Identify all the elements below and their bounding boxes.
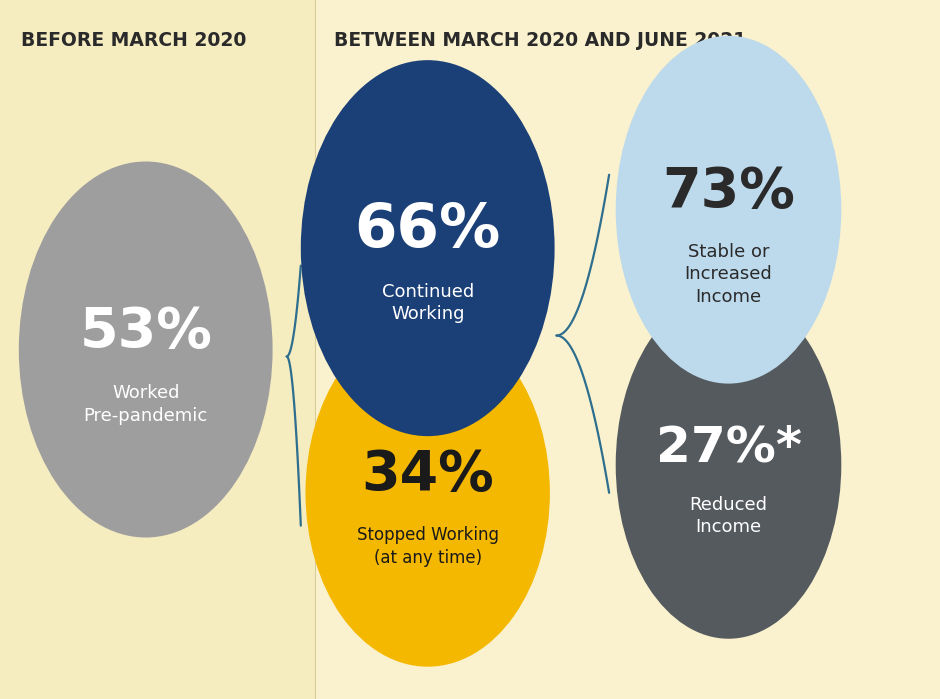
Text: Stable or
Increased
Income: Stable or Increased Income [684,243,773,305]
Ellipse shape [616,291,841,639]
Text: BEFORE MARCH 2020: BEFORE MARCH 2020 [21,31,246,50]
Ellipse shape [301,60,555,436]
Text: Reduced
Income: Reduced Income [690,496,767,537]
Text: 34%: 34% [361,448,494,503]
Text: 66%: 66% [354,201,501,260]
Text: Continued
Working: Continued Working [382,283,474,324]
Ellipse shape [306,319,550,667]
Ellipse shape [19,161,273,538]
Text: BETWEEN MARCH 2020 AND JUNE 2021: BETWEEN MARCH 2020 AND JUNE 2021 [334,31,745,50]
Text: 27%*: 27%* [655,424,802,471]
Text: 53%: 53% [79,305,212,359]
Text: Stopped Working
(at any time): Stopped Working (at any time) [356,526,499,567]
Ellipse shape [616,36,841,384]
Text: Worked
Pre-pandemic: Worked Pre-pandemic [84,384,208,425]
Text: 73%: 73% [662,165,795,219]
FancyBboxPatch shape [0,0,315,699]
